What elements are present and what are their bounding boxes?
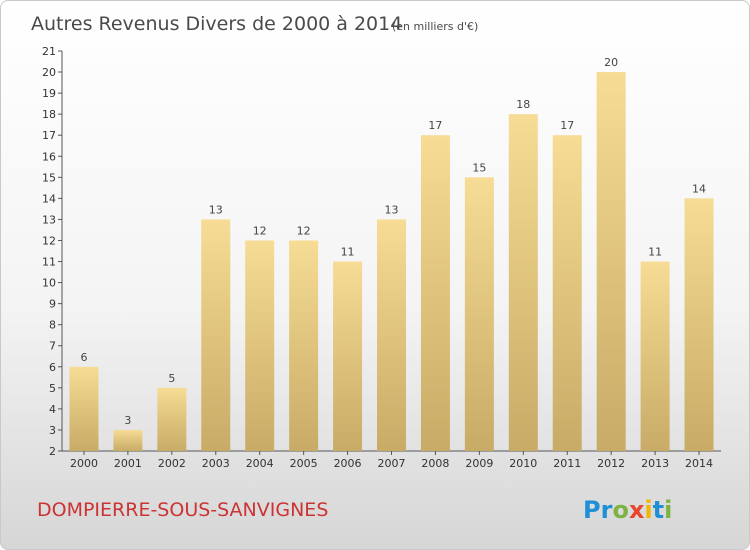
bar-2000	[69, 366, 99, 451]
bars	[69, 72, 714, 452]
y-tick-label: 14	[42, 192, 56, 205]
y-tick-label: 21	[42, 45, 56, 58]
bar-2001	[113, 429, 143, 451]
y-tick-label: 7	[49, 340, 56, 353]
x-tick-label-2010: 2010	[509, 457, 537, 470]
logo-letter: i	[644, 496, 652, 524]
data-label-2006: 11	[341, 246, 355, 259]
data-label-2002: 5	[168, 372, 175, 385]
y-tick-label: 9	[49, 298, 56, 311]
bar-2010	[508, 114, 538, 451]
y-tick-label: 13	[42, 213, 56, 226]
bar-2012	[596, 72, 626, 451]
x-tick-label-2002: 2002	[158, 457, 186, 470]
data-label-2011: 17	[560, 119, 574, 132]
y-tick-label: 3	[49, 424, 56, 437]
bar-2008	[420, 135, 450, 452]
y-tick-label: 4	[49, 403, 56, 416]
y-tick-label: 2	[49, 445, 56, 458]
x-tick-label-2005: 2005	[290, 457, 318, 470]
bar-2003	[201, 219, 231, 451]
x-tick-label-2014: 2014	[685, 457, 713, 470]
y-tick-label: 20	[42, 66, 56, 79]
data-label-2010: 18	[516, 98, 530, 111]
y-tick-label: 12	[42, 234, 56, 247]
chart-title: Autres Revenus Divers de 2000 à 2014	[31, 13, 402, 35]
y-tick-label: 8	[49, 319, 56, 332]
data-label-2003: 13	[209, 203, 223, 216]
data-label-2004: 12	[253, 224, 267, 237]
data-label-2008: 17	[428, 119, 442, 132]
logo-letter: o	[612, 496, 629, 524]
data-label-2005: 12	[297, 224, 311, 237]
bar-2011	[552, 135, 582, 452]
bar-2006	[333, 261, 363, 451]
y-tick-label: 10	[42, 277, 56, 290]
data-label-2013: 11	[648, 246, 662, 259]
bar-2009	[464, 177, 494, 451]
y-tick-label: 11	[42, 256, 56, 269]
bar-2014	[684, 198, 714, 451]
x-tick-label-2000: 2000	[70, 457, 98, 470]
commune-name: DOMPIERRE-SOUS-SANVIGNES	[37, 499, 328, 521]
logo-letter: t	[653, 496, 664, 524]
logo-letter: P	[583, 496, 601, 524]
data-label-2000: 6	[80, 351, 87, 364]
proxiti-logo: Proxiti	[583, 496, 672, 524]
y-tick-label: 18	[42, 108, 56, 121]
y-tick-label: 16	[42, 150, 56, 163]
x-tick-label-2012: 2012	[597, 457, 625, 470]
x-tick-label-2007: 2007	[378, 457, 406, 470]
bar-2007	[377, 219, 406, 451]
y-tick-label: 19	[42, 87, 56, 100]
logo-letter: r	[601, 496, 613, 524]
y-tick-label: 6	[49, 361, 56, 374]
y-tick-label: 17	[42, 129, 56, 142]
x-tick-label-2003: 2003	[202, 457, 230, 470]
x-tick-label-2009: 2009	[465, 457, 493, 470]
axes: 2 3 4 5 6 7 8 9 10 11 12 13 14 15 16 17 18 19 20 21 2000 2001…	[42, 45, 721, 470]
bar-2005	[289, 240, 319, 451]
x-tick-label-2006: 2006	[334, 457, 362, 470]
y-tick-label: 5	[49, 382, 56, 395]
data-labels: 6 3 5 13 12 12 11 13 17 15 18 17 20 11 14	[80, 56, 706, 427]
data-label-2014: 14	[692, 182, 706, 195]
x-tick-label-2001: 2001	[114, 457, 142, 470]
bar-2013	[640, 261, 670, 451]
y-tick-label: 15	[42, 171, 56, 184]
logo-letter: x	[629, 496, 645, 524]
chart-unit-note: (en milliers d'€)	[392, 20, 478, 33]
data-label-2012: 20	[604, 56, 618, 69]
x-tick-label-2008: 2008	[421, 457, 449, 470]
x-tick-label-2011: 2011	[553, 457, 581, 470]
x-tick-label-2013: 2013	[641, 457, 669, 470]
x-tick-label-2004: 2004	[246, 457, 274, 470]
logo-letter: i	[664, 496, 672, 524]
data-label-2009: 15	[472, 161, 486, 174]
bar-2002	[157, 387, 187, 451]
data-label-2007: 13	[385, 203, 399, 216]
bar-2004	[245, 240, 275, 451]
data-label-2001: 3	[124, 414, 131, 427]
